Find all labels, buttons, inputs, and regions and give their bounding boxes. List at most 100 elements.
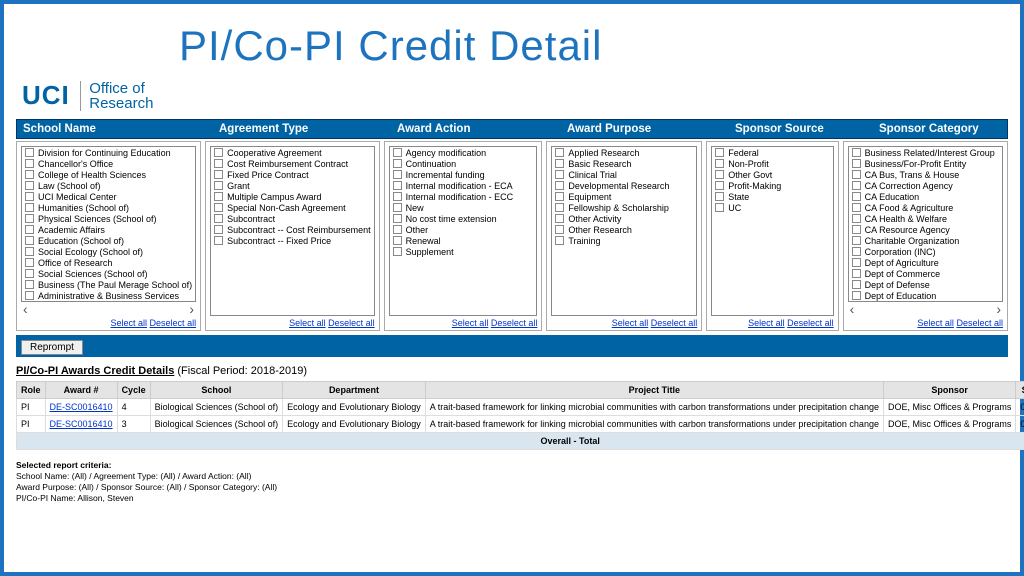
- listbox-source[interactable]: FederalNon-ProfitOther GovtProfit-Making…: [711, 146, 833, 316]
- list-item[interactable]: Business Related/Interest Group: [849, 147, 1002, 158]
- checkbox-icon[interactable]: [393, 170, 402, 179]
- deselect-all-link[interactable]: Deselect all: [956, 318, 1003, 328]
- list-item[interactable]: Continuation: [390, 158, 537, 169]
- checkbox-icon[interactable]: [852, 148, 861, 157]
- list-item[interactable]: Business (The Paul Merage School of): [22, 279, 195, 290]
- checkbox-icon[interactable]: [25, 236, 34, 245]
- list-item[interactable]: UCI Medical Center: [22, 191, 195, 202]
- list-item[interactable]: Clinical Trial: [552, 169, 696, 180]
- checkbox-icon[interactable]: [852, 203, 861, 212]
- list-item[interactable]: Training: [552, 235, 696, 246]
- list-item[interactable]: Fixed Price Contract: [211, 169, 374, 180]
- checkbox-icon[interactable]: [214, 203, 223, 212]
- scroll-left-icon[interactable]: ‹: [23, 302, 28, 316]
- deselect-all-link[interactable]: Deselect all: [328, 318, 375, 328]
- select-all-link[interactable]: Select all: [289, 318, 326, 328]
- checkbox-icon[interactable]: [852, 192, 861, 201]
- checkbox-icon[interactable]: [393, 159, 402, 168]
- checkbox-icon[interactable]: [393, 203, 402, 212]
- listbox-category[interactable]: Business Related/Interest GroupBusiness/…: [848, 146, 1003, 302]
- list-item[interactable]: Other Research: [552, 224, 696, 235]
- list-item[interactable]: Subcontract -- Fixed Price: [211, 235, 374, 246]
- listbox-school[interactable]: Division for Continuing EducationChancel…: [21, 146, 196, 302]
- checkbox-icon[interactable]: [555, 203, 564, 212]
- select-all-link[interactable]: Select all: [917, 318, 954, 328]
- list-item[interactable]: CA Education: [849, 191, 1002, 202]
- list-item[interactable]: College of Health Sciences: [22, 169, 195, 180]
- checkbox-icon[interactable]: [852, 214, 861, 223]
- list-item[interactable]: Fellowship & Scholarship: [552, 202, 696, 213]
- list-item[interactable]: Cost Reimbursement Contract: [211, 158, 374, 169]
- checkbox-icon[interactable]: [25, 280, 34, 289]
- checkbox-icon[interactable]: [393, 225, 402, 234]
- list-item[interactable]: Charitable Organization: [849, 235, 1002, 246]
- list-item[interactable]: Subcontract -- Cost Reimbursement: [211, 224, 374, 235]
- checkbox-icon[interactable]: [852, 247, 861, 256]
- checkbox-icon[interactable]: [25, 192, 34, 201]
- list-item[interactable]: Education (School of): [22, 235, 195, 246]
- checkbox-icon[interactable]: [555, 192, 564, 201]
- list-item[interactable]: CA Food & Agriculture: [849, 202, 1002, 213]
- list-item[interactable]: Developmental Research: [552, 180, 696, 191]
- checkbox-icon[interactable]: [393, 192, 402, 201]
- listbox-purpose[interactable]: Applied ResearchBasic ResearchClinical T…: [551, 146, 697, 316]
- checkbox-icon[interactable]: [715, 192, 724, 201]
- listbox-action[interactable]: Agency modificationContinuationIncrement…: [389, 146, 538, 316]
- checkbox-icon[interactable]: [25, 258, 34, 267]
- checkbox-icon[interactable]: [214, 159, 223, 168]
- list-item[interactable]: Multiple Campus Award: [211, 191, 374, 202]
- list-item[interactable]: Incremental funding: [390, 169, 537, 180]
- list-item[interactable]: No cost time extension: [390, 213, 537, 224]
- list-item[interactable]: Non-Profit: [712, 158, 832, 169]
- select-all-link[interactable]: Select all: [748, 318, 785, 328]
- table-cell[interactable]: DE-SC0016410: [45, 399, 117, 416]
- scroll-right-icon[interactable]: ›: [189, 302, 194, 316]
- list-item[interactable]: CA Correction Agency: [849, 180, 1002, 191]
- checkbox-icon[interactable]: [25, 181, 34, 190]
- scroll-arrows[interactable]: ‹›: [848, 302, 1003, 316]
- checkbox-icon[interactable]: [852, 291, 861, 300]
- list-item[interactable]: Other: [390, 224, 537, 235]
- checkbox-icon[interactable]: [25, 170, 34, 179]
- table-cell[interactable]: DE-SC0016410: [45, 416, 117, 433]
- checkbox-icon[interactable]: [25, 291, 34, 300]
- list-item[interactable]: Internal modification - ECC: [390, 191, 537, 202]
- list-item[interactable]: Division for Continuing Education: [22, 147, 195, 158]
- list-item[interactable]: Social Sciences (School of): [22, 268, 195, 279]
- list-item[interactable]: Equipment: [552, 191, 696, 202]
- checkbox-icon[interactable]: [852, 225, 861, 234]
- checkbox-icon[interactable]: [852, 181, 861, 190]
- checkbox-icon[interactable]: [555, 225, 564, 234]
- checkbox-icon[interactable]: [214, 214, 223, 223]
- list-item[interactable]: Corporation (INC): [849, 246, 1002, 257]
- checkbox-icon[interactable]: [214, 148, 223, 157]
- checkbox-icon[interactable]: [852, 236, 861, 245]
- list-item[interactable]: Applied Research: [552, 147, 696, 158]
- deselect-all-link[interactable]: Deselect all: [651, 318, 698, 328]
- listbox-agreement[interactable]: Cooperative AgreementCost Reimbursement …: [210, 146, 375, 316]
- list-item[interactable]: Business/For-Profit Entity: [849, 158, 1002, 169]
- checkbox-icon[interactable]: [214, 170, 223, 179]
- list-item[interactable]: Cooperative Agreement: [211, 147, 374, 158]
- checkbox-icon[interactable]: [214, 192, 223, 201]
- checkbox-icon[interactable]: [715, 159, 724, 168]
- checkbox-icon[interactable]: [214, 225, 223, 234]
- list-item[interactable]: Dept of Commerce: [849, 268, 1002, 279]
- checkbox-icon[interactable]: [555, 159, 564, 168]
- list-item[interactable]: Academic Affairs: [22, 224, 195, 235]
- reprompt-button[interactable]: Reprompt: [21, 340, 83, 355]
- list-item[interactable]: Office of Research: [22, 257, 195, 268]
- list-item[interactable]: New: [390, 202, 537, 213]
- list-item[interactable]: Dept of Defense: [849, 279, 1002, 290]
- list-item[interactable]: Basic Research: [552, 158, 696, 169]
- list-item[interactable]: CA Health & Welfare: [849, 213, 1002, 224]
- checkbox-icon[interactable]: [555, 214, 564, 223]
- checkbox-icon[interactable]: [393, 148, 402, 157]
- checkbox-icon[interactable]: [393, 247, 402, 256]
- list-item[interactable]: Dept of Agriculture: [849, 257, 1002, 268]
- deselect-all-link[interactable]: Deselect all: [491, 318, 538, 328]
- select-all-link[interactable]: Select all: [452, 318, 489, 328]
- list-item[interactable]: Law (School of): [22, 180, 195, 191]
- checkbox-icon[interactable]: [852, 269, 861, 278]
- checkbox-icon[interactable]: [25, 159, 34, 168]
